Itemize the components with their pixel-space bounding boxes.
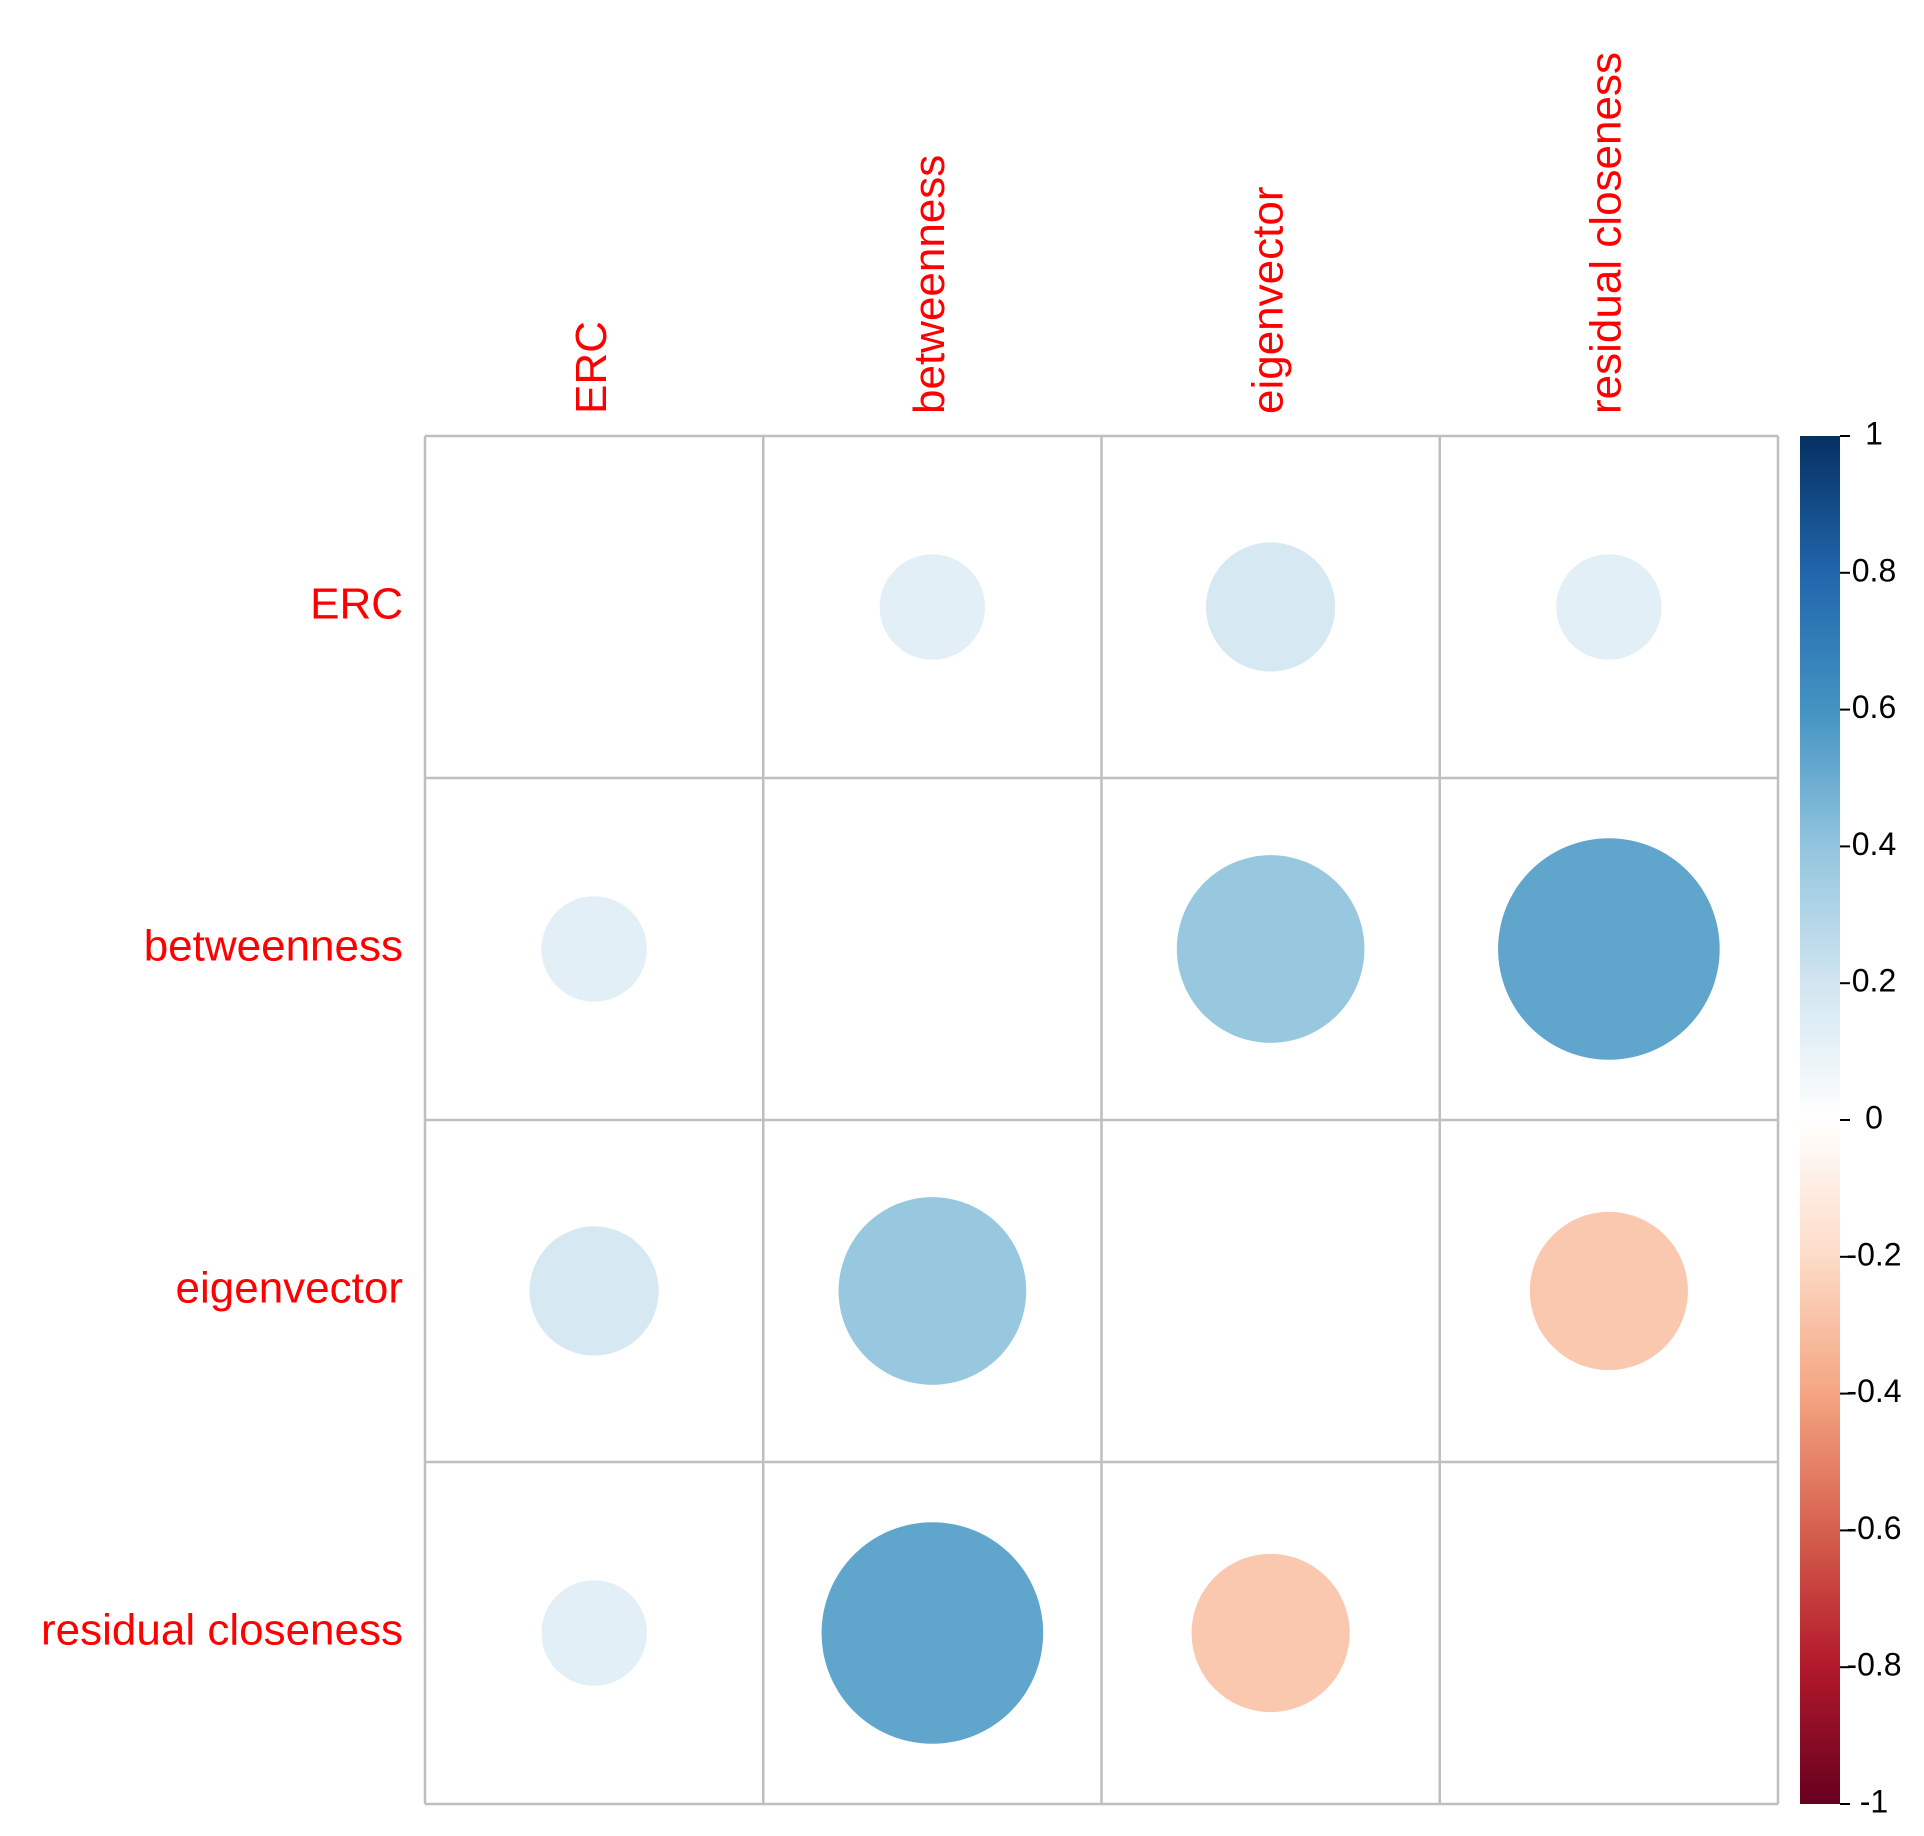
corr-circle-residual-closeness-ERC <box>541 1580 647 1686</box>
row-label: betweenness <box>144 922 403 971</box>
colorbar-tick-label: 0 <box>1865 1099 1883 1135</box>
corr-circle-residual-closeness-betweenness <box>821 1522 1044 1744</box>
row-label: eigenvector <box>176 1264 403 1313</box>
colorbar-tick-label: -0.8 <box>1846 1647 1901 1683</box>
col-label: betweenness <box>905 155 954 414</box>
corr-circle-betweenness-residual-closeness <box>1498 838 1720 1060</box>
colorbar-tick-label: 0.8 <box>1852 552 1896 588</box>
col-label: eigenvector <box>1243 187 1292 414</box>
corr-circle-ERC-residual-closeness <box>1556 554 1662 660</box>
colorbar-tick-label: 1 <box>1865 415 1883 451</box>
colorbar-tick-label: 0.2 <box>1852 963 1896 999</box>
corr-circle-eigenvector-residual-closeness <box>1529 1211 1688 1371</box>
corr-circle-ERC-eigenvector <box>1206 542 1336 672</box>
corr-circle-eigenvector-betweenness <box>838 1197 1027 1385</box>
colorbar-tick-label: -1 <box>1860 1783 1888 1819</box>
colorbar-tick-label: -0.2 <box>1846 1236 1901 1272</box>
row-label: residual closeness <box>41 1606 403 1655</box>
colorbar-tick-label: -0.6 <box>1846 1510 1901 1546</box>
colorbar-tick-label: 0.6 <box>1852 689 1896 725</box>
row-label: ERC <box>310 580 403 629</box>
corr-circle-betweenness-ERC <box>541 896 647 1002</box>
circles-layer <box>529 542 1720 1744</box>
axis-labels: ERC betweenness eigenvector residual closen… <box>41 52 1630 1655</box>
colorbar-tick-label: 0.4 <box>1852 826 1896 862</box>
corr-circle-eigenvector-ERC <box>529 1226 659 1356</box>
corr-circle-ERC-betweenness <box>879 554 986 660</box>
col-label: ERC <box>567 321 616 414</box>
colorbar-gradient <box>1800 436 1840 1804</box>
corr-circle-residual-closeness-eigenvector <box>1191 1553 1350 1713</box>
colorbar: 1 0.8 0.6 0.4 0.2 0 -0.2 -0.4 -0.6 -0.8 -1 <box>1800 415 1902 1819</box>
grid <box>423 434 1780 1806</box>
colorbar-tick-label: -0.4 <box>1846 1373 1901 1409</box>
col-label: residual closeness <box>1582 52 1631 414</box>
corr-circle-betweenness-eigenvector <box>1176 855 1365 1043</box>
